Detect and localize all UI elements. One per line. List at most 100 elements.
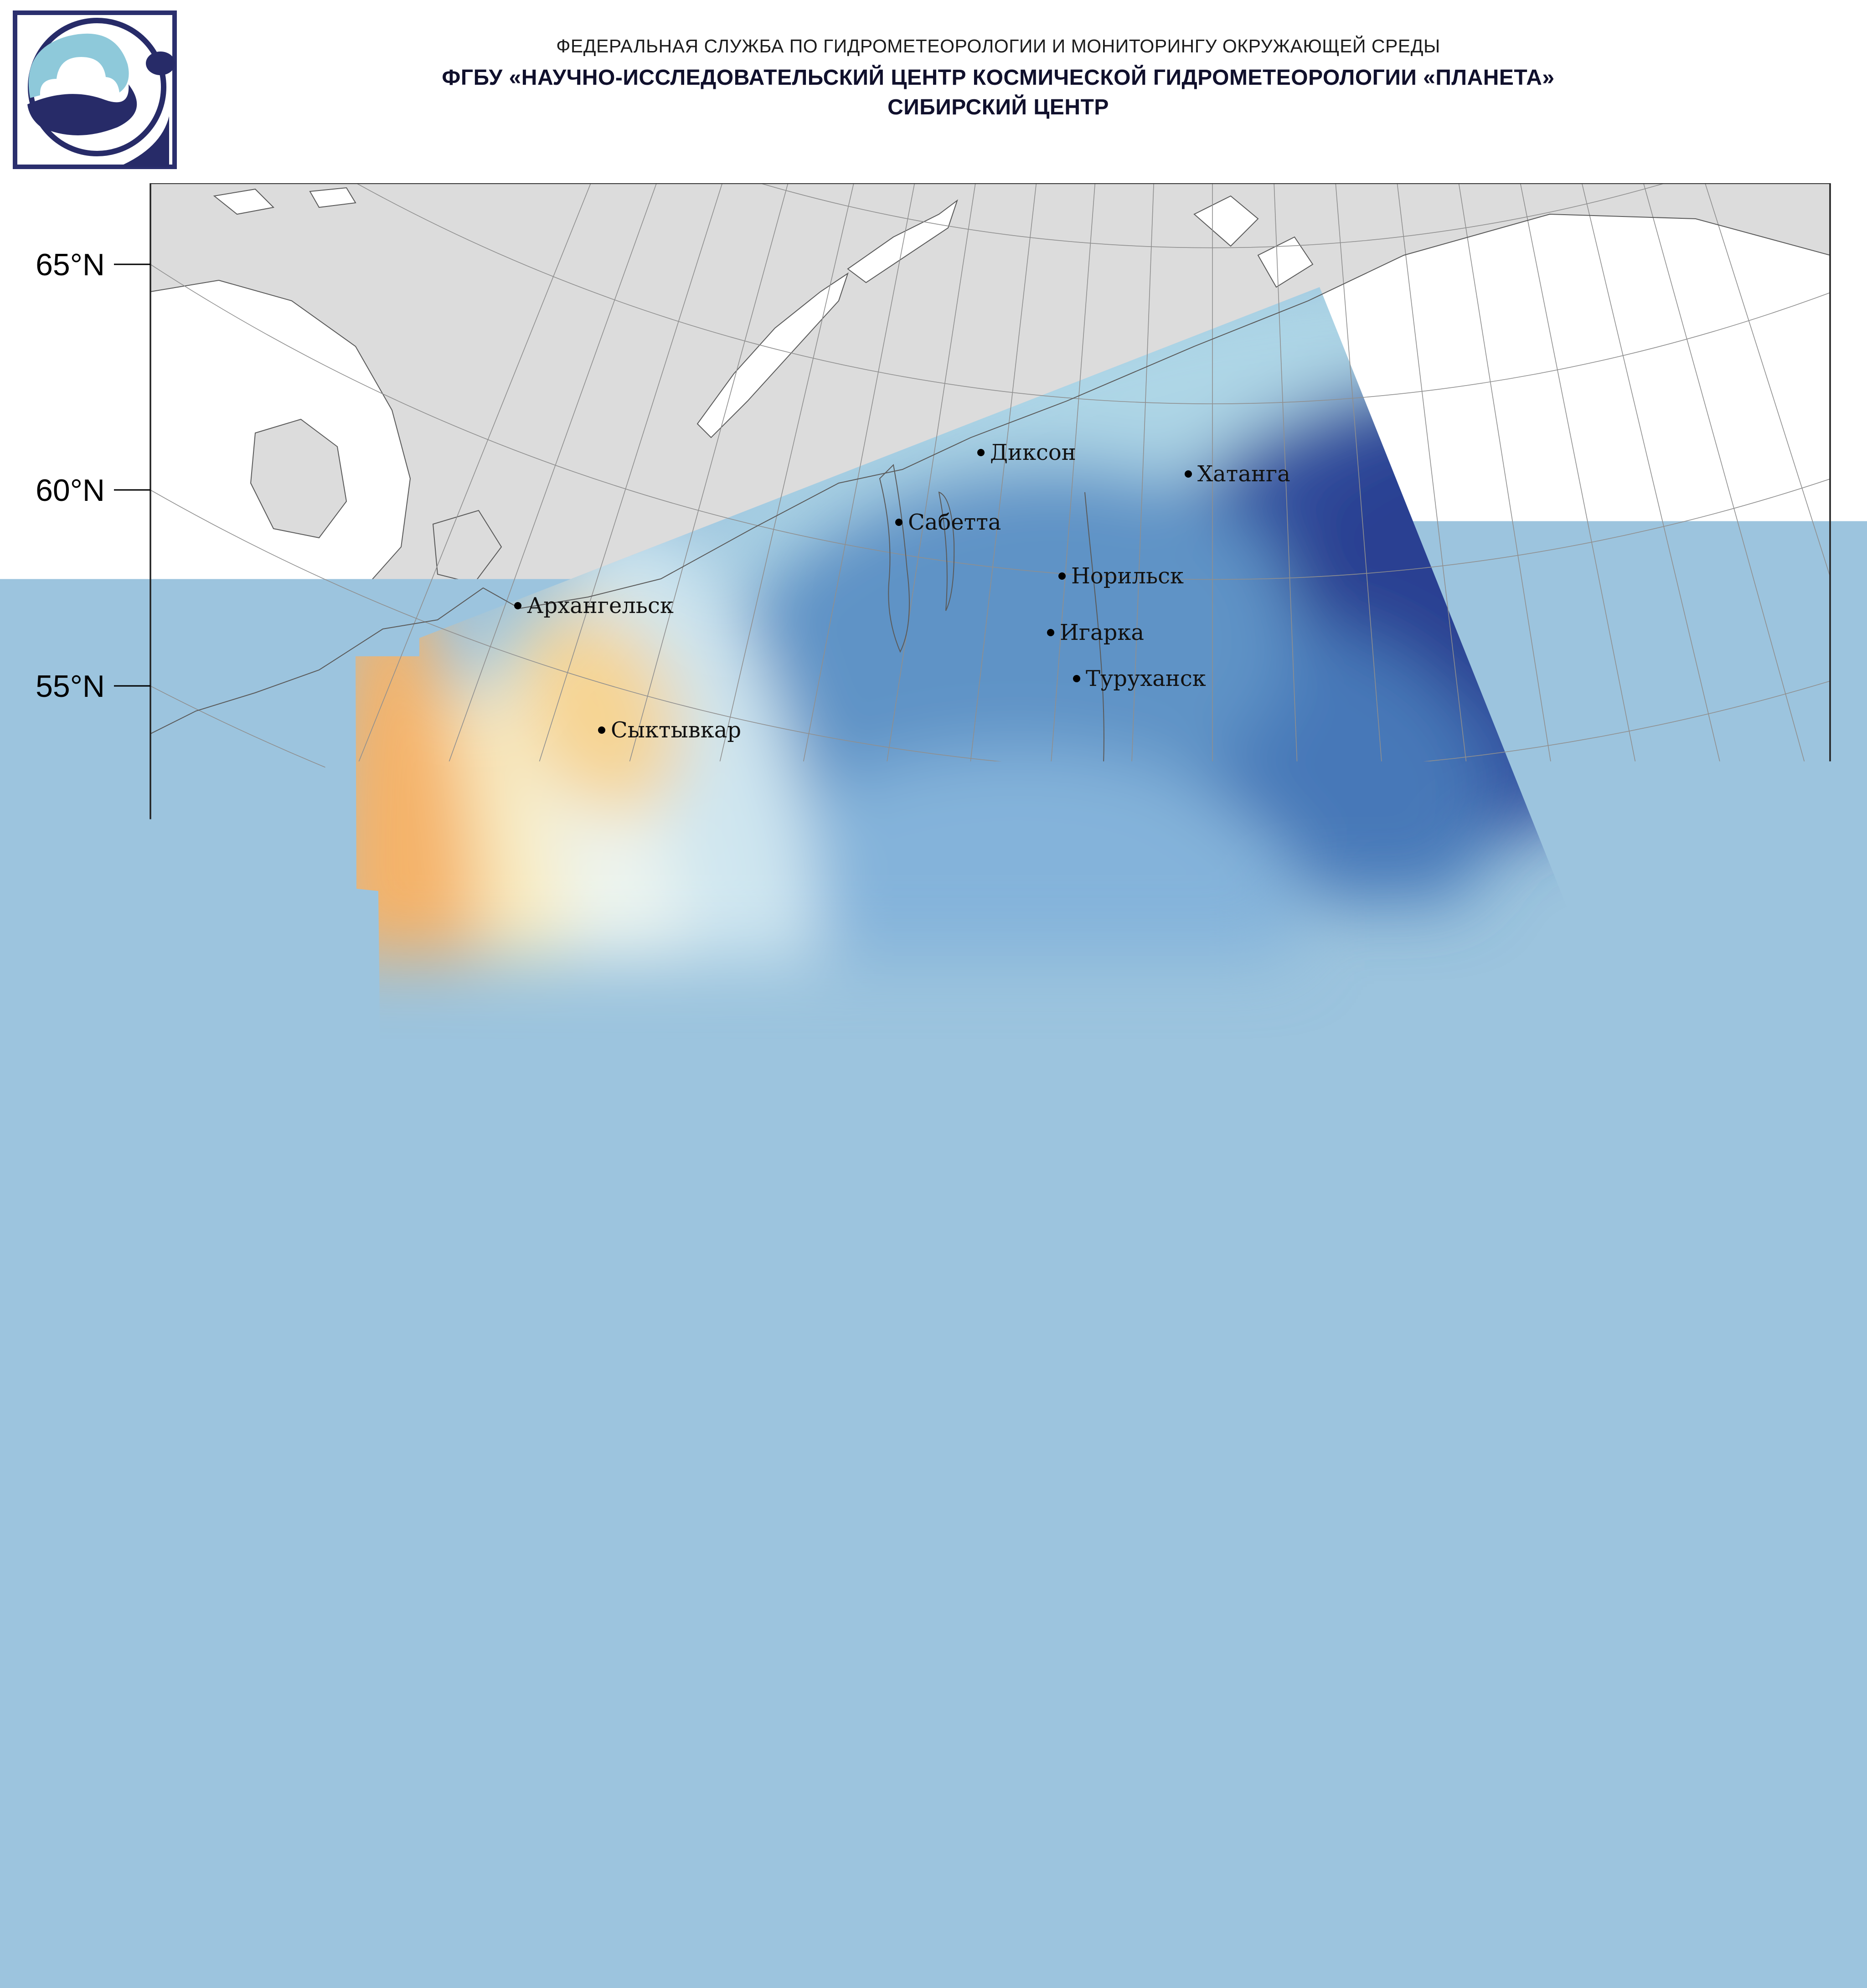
colorbar-cell — [150, 1756, 185, 1785]
satellite-instrument: NOAA20 / ATMS — [1514, 1851, 1683, 1877]
city-label: Красноярск — [1183, 922, 1320, 948]
seal-2015: -2015 — [1794, 1941, 1820, 1952]
colorbar-cell — [1595, 1756, 1629, 1785]
city-label: Кызыл — [1232, 1041, 1309, 1067]
colorbar-cell — [322, 1756, 356, 1785]
city-marker — [1511, 948, 1518, 955]
colorbar-tick-value: 15 — [1603, 1797, 1676, 1828]
city-label: Воронеж — [350, 900, 454, 925]
contact-line: E-Mail:alexk@rcpod.ru, www.rcpod.ru — [25, 1925, 396, 1946]
city-marker — [385, 1374, 392, 1381]
colorbar-cell — [529, 1756, 563, 1785]
city-marker — [298, 1080, 305, 1087]
colorbar-cell — [288, 1756, 322, 1785]
lon-label: 75°E — [851, 1580, 918, 1615]
org-name: ФЕДЕРАЛЬНАЯ СЛУЖБА ПО ГИДРОМЕТЕОРОЛОГИИ … — [182, 36, 1814, 57]
acquisition-info: Спектральный диапазон: 23.8 - 183.3 ГГц … — [661, 1881, 1299, 1951]
city-marker — [594, 1251, 602, 1258]
city-label: Курган — [768, 932, 851, 957]
city-marker — [1113, 793, 1120, 800]
city-label: Урумчи — [1139, 1259, 1228, 1284]
colorbar-cell — [1079, 1756, 1113, 1785]
lat-label: 50°N — [36, 840, 105, 875]
colorbar-tick-labels: -33 -26 -19 -12 -5 2 9 15 — [150, 1797, 1801, 1834]
lat-label: 30°N — [36, 1455, 105, 1490]
city-label: Туруханск — [1086, 666, 1206, 691]
city-marker — [834, 809, 841, 816]
contact-line: Россия, 630099, г. Новосибирск, ул. Сове… — [25, 1882, 396, 1903]
city-marker — [1029, 974, 1037, 982]
institution-name: ФГБУ «НАУЧНО-ИССЛЕДОВАТЕЛЬСКИЙ ЦЕНТР КОС… — [182, 65, 1814, 90]
city-marker — [1163, 1003, 1171, 1010]
city-marker — [1126, 1268, 1134, 1275]
temperature-colorbar — [150, 1756, 1801, 1785]
colorbar-cell — [941, 1756, 975, 1785]
city-label: Усть-Илимск — [1303, 847, 1453, 873]
map-canvas: Диксон Хатанга Сабетта Норильск Игарка Туруха… — [27, 183, 1867, 1623]
colorbar-cell — [1285, 1756, 1320, 1785]
city-marker — [1150, 819, 1158, 827]
city-marker — [895, 519, 903, 526]
colorbar-cell — [1698, 1756, 1732, 1785]
city-label: Абакан — [1176, 994, 1260, 1019]
colorbar-cell — [907, 1756, 941, 1785]
city-marker — [285, 1011, 293, 1019]
satellite-dot-icon — [146, 52, 175, 75]
city-marker — [1367, 995, 1374, 1003]
colorbar-cell — [219, 1756, 253, 1785]
lon-label: 60°E — [511, 1580, 578, 1615]
contact-block: Сибирский центр ФГБУ «НИЦ «Планета» Росси… — [25, 1860, 396, 1946]
city-label: Сыктывкар — [611, 717, 741, 743]
colorbar-cell — [426, 1756, 460, 1785]
city-marker — [1243, 852, 1251, 860]
city-label: Диксон — [990, 440, 1076, 465]
colorbar-cell — [1320, 1756, 1354, 1785]
city-marker — [755, 941, 762, 948]
city-marker — [1047, 629, 1054, 636]
colorbar-cell — [495, 1756, 529, 1785]
lat-label: 35°N — [36, 1303, 105, 1337]
colorbar-tick-value: 9 — [1395, 1797, 1468, 1828]
datetime: 18.12.2025 12:00 GMT — [661, 1916, 1299, 1951]
spectral-range: Спектральный диапазон: 23.8 - 183.3 ГГц — [661, 1881, 1299, 1916]
seal-9001: 9001 — [1796, 1930, 1818, 1942]
colorbar-cell — [1767, 1756, 1801, 1785]
city-marker — [843, 1075, 850, 1082]
colorbar-cell — [1664, 1756, 1698, 1785]
colorbar-cell — [1423, 1756, 1457, 1785]
city-label: Ростов-на-Дону — [298, 1002, 477, 1028]
city-marker — [1185, 470, 1192, 478]
satellite-instrument: Suomi NPP / ATMS — [1514, 1877, 1683, 1902]
colorbar-tick-value: -12 — [768, 1797, 841, 1828]
city-label: Норильск — [1071, 563, 1184, 589]
lon-label: 45°E — [143, 1580, 211, 1615]
city-marker — [141, 1162, 149, 1169]
city-label: Ашхабад — [549, 1358, 651, 1384]
city-label: Новосибирск — [1042, 965, 1194, 991]
lon-label: 105°E — [1514, 1580, 1599, 1615]
city-label: Тегеран — [397, 1365, 491, 1391]
lat-label: 60°N — [36, 473, 105, 508]
colorbar-cell — [253, 1756, 288, 1785]
city-label: Душанбе — [769, 1385, 874, 1410]
city-label: П.Тунгуска — [1125, 783, 1257, 809]
city-marker — [483, 1100, 490, 1107]
city-label: С.Енисейск — [1163, 810, 1298, 836]
city-marker — [977, 449, 985, 456]
colorbar-cell — [1733, 1756, 1767, 1785]
city-label: Сабетта — [908, 510, 1001, 535]
colorbar-tick-value: -5 — [977, 1797, 1050, 1828]
lat-label: 40°N — [36, 1145, 105, 1180]
city-marker — [1219, 1051, 1226, 1058]
city-label: Омск — [898, 963, 959, 988]
colorbar-cell — [632, 1756, 666, 1785]
city-label: Атырау — [496, 1091, 582, 1116]
city-marker — [365, 797, 372, 804]
city-marker — [337, 909, 344, 916]
lat-label: 55°N — [36, 669, 105, 704]
city-label: Улан-Батор — [1461, 1082, 1594, 1108]
colorbar-cell — [1148, 1756, 1182, 1785]
map-title: Поле температуры на уровне 1000 гПа, °C — [0, 1637, 1867, 1683]
seal-iso: ИСО — [1796, 1920, 1818, 1931]
city-marker — [1191, 777, 1198, 784]
